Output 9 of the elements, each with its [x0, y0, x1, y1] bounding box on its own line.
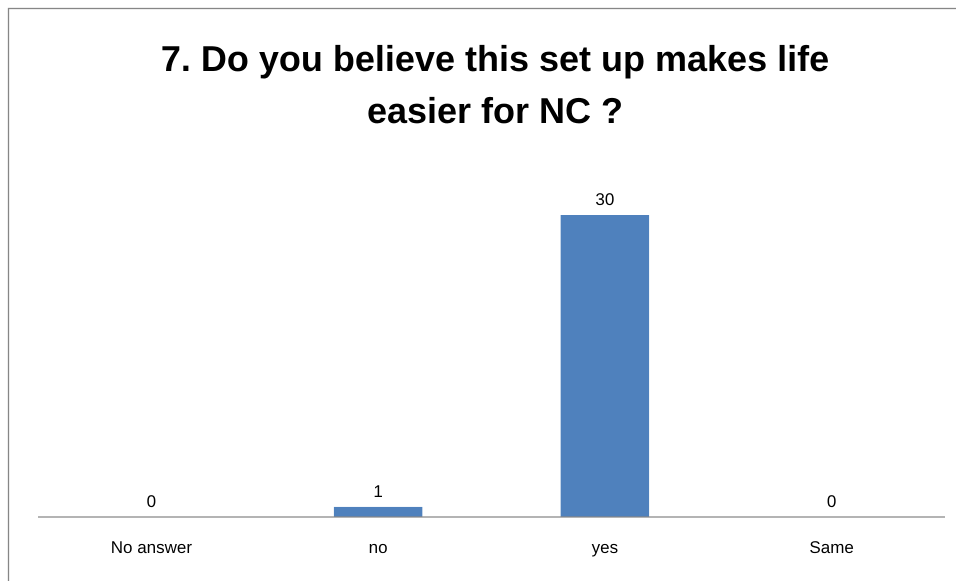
chart-title: 7. Do you believe this set up makes life easier for NC ? — [160, 38, 830, 131]
data-label: 1 — [373, 482, 383, 501]
x-tick-label: No answer — [110, 538, 192, 557]
x-tick-label: no — [368, 538, 388, 557]
data-label: 0 — [146, 492, 156, 511]
data-label: 30 — [595, 190, 614, 209]
x-tick-label: Same — [809, 538, 854, 557]
data-label: 0 — [826, 492, 836, 511]
x-tick-label: yes — [592, 538, 618, 557]
